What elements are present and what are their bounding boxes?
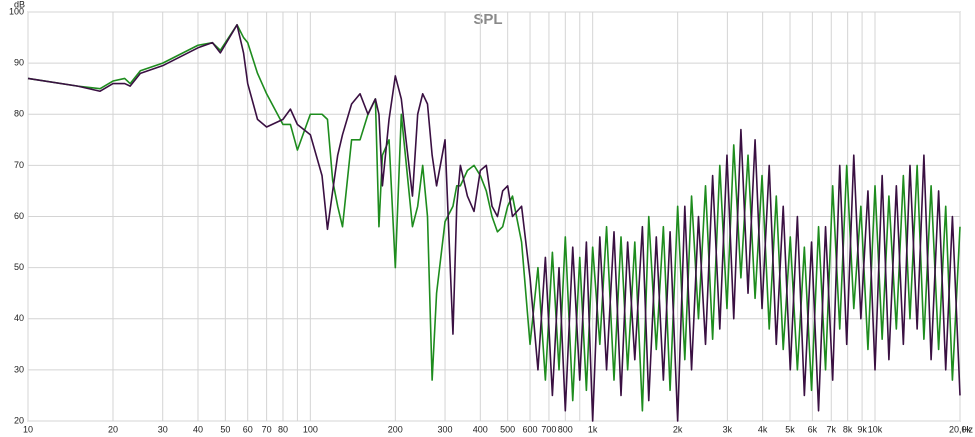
x-tick-label: 7k	[827, 424, 837, 434]
x-tick-label: 9k	[857, 424, 867, 434]
x-tick-label: 5k	[785, 424, 795, 434]
y-tick-label: 20	[14, 415, 24, 425]
x-tick-label: 600	[523, 424, 538, 434]
x-tick-label: 10k	[868, 424, 883, 434]
x-tick-label: 70	[262, 424, 272, 434]
x-tick-label: 60	[243, 424, 253, 434]
x-tick-label: 4k	[758, 424, 768, 434]
x-tick-label: 6k	[808, 424, 818, 434]
x-tick-label: 100	[303, 424, 318, 434]
y-tick-label: 40	[14, 313, 24, 323]
x-tick-label: 400	[473, 424, 488, 434]
x-tick-label: 20	[108, 424, 118, 434]
x-unit: Hz	[962, 424, 973, 434]
x-tick-label: 40	[193, 424, 203, 434]
x-tick-label: 20,0k	[949, 424, 972, 434]
x-tick-label: 800	[558, 424, 573, 434]
x-tick-label: 80	[278, 424, 288, 434]
y-tick-label: 80	[14, 109, 24, 119]
x-tick-label: 8k	[843, 424, 853, 434]
x-tick-label: 500	[500, 424, 515, 434]
chart-title: SPL	[473, 11, 502, 28]
y-tick-label: 100	[9, 6, 24, 16]
series-line	[27, 23, 961, 422]
x-tick-label: 1k	[588, 424, 598, 434]
x-tick-label: 2k	[673, 424, 683, 434]
y-tick-label: 90	[14, 58, 24, 68]
x-tick-label: 50	[220, 424, 230, 434]
y-tick-label: 50	[14, 262, 24, 272]
x-tick-label: 700	[541, 424, 556, 434]
y-tick-label: 30	[14, 364, 24, 374]
x-tick-label: 3k	[723, 424, 733, 434]
x-tick-label: 30	[158, 424, 168, 434]
x-tick-label: 300	[438, 424, 453, 434]
series-line	[27, 23, 961, 412]
y-unit: dB	[14, 0, 25, 9]
x-tick-label: 10	[23, 424, 33, 434]
y-tick-label: 70	[14, 160, 24, 170]
x-tick-label: 200	[388, 424, 403, 434]
y-tick-label: 60	[14, 211, 24, 221]
